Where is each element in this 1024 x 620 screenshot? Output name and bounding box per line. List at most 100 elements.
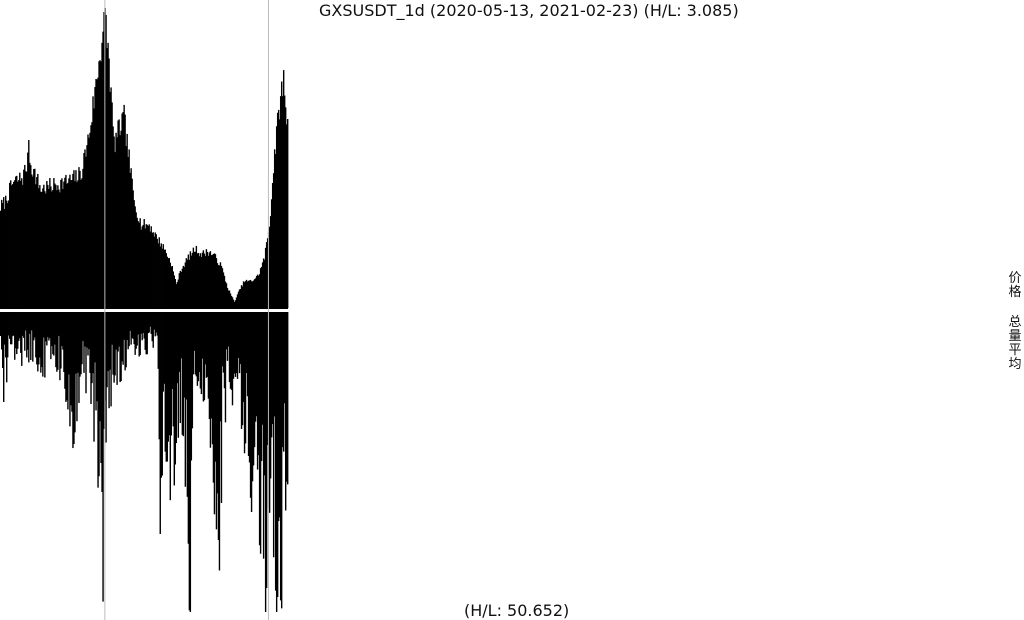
price-bar <box>258 274 261 308</box>
price-bar <box>213 253 216 308</box>
volume-bar <box>223 312 226 389</box>
volume-bar <box>16 312 18 355</box>
volume-bar <box>67 312 69 410</box>
price-bar <box>109 91 111 309</box>
volume-bar <box>268 312 271 513</box>
volume-bar <box>122 312 124 365</box>
volume-bar <box>258 312 261 546</box>
volume-bar <box>37 312 39 372</box>
volume-bar <box>205 312 208 378</box>
price-bar <box>182 265 185 308</box>
price-bar <box>233 302 236 308</box>
volume-bar <box>177 312 180 438</box>
price-bar <box>28 140 30 308</box>
price-bar <box>134 206 136 308</box>
price-bar <box>138 222 140 308</box>
price-bar <box>164 249 166 308</box>
price-bar <box>49 178 51 308</box>
price-bar <box>246 281 249 308</box>
volume-bar <box>266 312 269 445</box>
volume-bar <box>4 312 6 345</box>
price-bar <box>163 249 165 308</box>
price-bar <box>280 81 283 308</box>
price-bar <box>278 119 281 308</box>
price-bar <box>9 182 11 308</box>
volume-bar <box>133 312 135 345</box>
volume-bar <box>284 312 287 511</box>
volume-bar <box>9 312 11 339</box>
volume-bar <box>197 312 200 382</box>
price-bar <box>257 275 260 308</box>
price-bar <box>259 268 262 308</box>
volume-bar <box>137 312 139 335</box>
volume-bar <box>149 312 151 327</box>
price-bar <box>145 224 147 308</box>
volume-bar <box>0 312 2 337</box>
price-bar <box>40 191 42 308</box>
volume-bar <box>88 312 90 350</box>
price-bar <box>33 169 35 308</box>
volume-bar <box>70 312 72 406</box>
price-bar <box>93 108 95 308</box>
price-bar <box>35 184 37 308</box>
price-bar <box>146 224 148 308</box>
volume-bar <box>10 312 12 345</box>
price-bar <box>250 281 253 308</box>
volume-bar <box>158 312 160 440</box>
price-bar <box>22 184 24 308</box>
volume-bar <box>241 312 244 426</box>
volume-bar <box>20 312 22 353</box>
price-bar <box>135 212 137 308</box>
price-bar <box>2 203 4 308</box>
price-bar <box>105 14 107 309</box>
price-bar <box>161 248 163 308</box>
volume-bar <box>238 312 241 374</box>
volume-bar <box>12 312 14 337</box>
volume-bar <box>75 312 77 374</box>
price-bar <box>271 183 274 308</box>
volume-bar <box>189 312 192 612</box>
volume-bar <box>186 312 189 497</box>
volume-bar <box>91 312 93 384</box>
volume-bar <box>212 312 215 483</box>
price-bar <box>133 200 135 308</box>
price-bar <box>100 61 102 308</box>
price-bar <box>183 267 186 308</box>
price-bar <box>186 259 189 308</box>
volume-bar <box>140 312 142 334</box>
volume-bar <box>246 312 249 397</box>
price-bar <box>216 263 219 308</box>
volume-bar <box>68 312 70 375</box>
volume-bar <box>73 312 75 445</box>
price-bar <box>227 290 230 308</box>
volume-bar <box>112 312 114 375</box>
price-bar <box>154 232 156 308</box>
volume-bar <box>97 312 99 488</box>
price-bar <box>119 135 121 308</box>
price-bar <box>171 265 173 308</box>
price-bar <box>44 191 46 308</box>
chart-title: GXSUSDT_1d (2020-05-13, 2021-02-23) (H/L… <box>319 1 739 20</box>
price-bar <box>222 272 225 308</box>
price-bar <box>24 164 26 308</box>
volume-bar <box>244 312 247 444</box>
volume-bar <box>69 312 71 427</box>
price-bar <box>29 162 31 308</box>
price-bar <box>245 279 248 308</box>
volume-bar <box>263 312 266 476</box>
price-bar <box>51 191 53 308</box>
price-bar <box>141 226 143 308</box>
price-bar <box>118 119 120 308</box>
price-bar <box>65 174 67 308</box>
volume-bar <box>200 312 203 395</box>
volume-bar <box>8 312 10 336</box>
price-bar <box>160 243 162 308</box>
price-bar <box>36 177 38 308</box>
volume-bar <box>193 312 196 351</box>
price-bar <box>241 286 244 308</box>
volume-bar <box>74 312 76 433</box>
price-bar <box>26 171 28 308</box>
price-bar <box>149 231 151 308</box>
volume-bar <box>242 312 245 403</box>
volume-bar <box>81 312 83 365</box>
